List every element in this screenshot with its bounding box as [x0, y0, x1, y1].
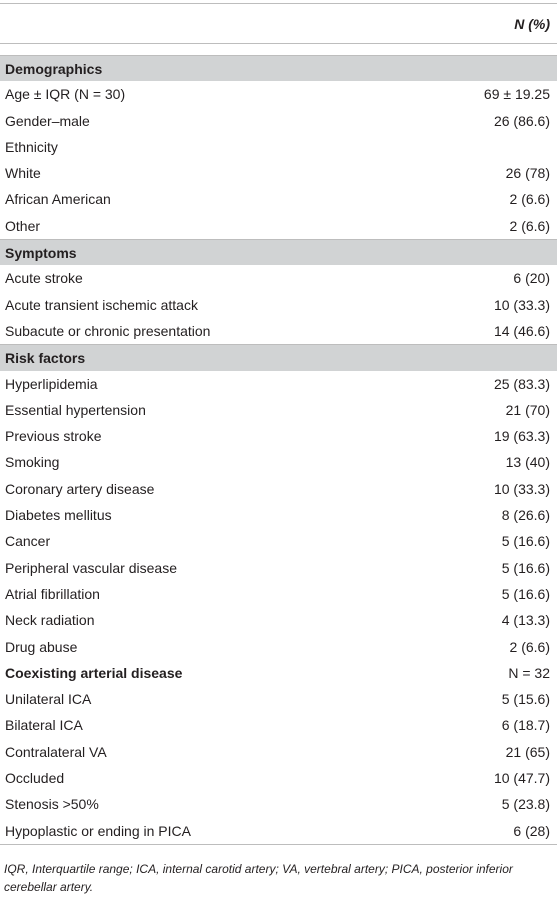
row-label: Demographics	[5, 61, 103, 77]
row-label: Acute transient ischemic attack	[5, 296, 198, 313]
row-value: 10 (47.7)	[493, 770, 550, 787]
row-value: 26 (86.6)	[493, 112, 550, 129]
table-body: Demographics Age ± IQR (N = 30) 69 ± 19.25…	[0, 55, 557, 845]
section-row: Symptoms	[0, 239, 557, 266]
row-label: Subacute or chronic presentation	[5, 322, 211, 339]
table-row: Diabetes mellitus 8 (26.6)	[0, 502, 557, 528]
row-value: 6 (28)	[513, 822, 550, 839]
row-value: 26 (78)	[505, 165, 550, 182]
row-label: Coexisting arterial disease	[5, 664, 183, 681]
row-value: 13 (40)	[505, 454, 550, 471]
row-label: Previous stroke	[5, 428, 102, 445]
table-row: Occluded 10 (47.7)	[0, 765, 557, 791]
row-label: Occluded	[5, 770, 65, 787]
row-label: Cancer	[5, 533, 51, 550]
row-value: 2 (6.6)	[509, 638, 550, 655]
row-label: African American	[5, 191, 111, 208]
row-label: Contralateral VA	[5, 743, 107, 760]
row-value: 21 (70)	[505, 401, 550, 418]
table-header: N (%)	[0, 3, 557, 44]
row-value: 5 (16.6)	[501, 585, 550, 602]
row-value: 5 (16.6)	[501, 533, 550, 550]
table-row: Gender–male 26 (86.6)	[0, 108, 557, 134]
row-label: White	[5, 165, 41, 182]
table-row: Contralateral VA 21 (65)	[0, 739, 557, 765]
table-row: Neck radiation 4 (13.3)	[0, 607, 557, 633]
table-row: Peripheral vascular disease 5 (16.6)	[0, 555, 557, 581]
row-label: Bilateral ICA	[5, 717, 83, 734]
row-value: 5 (15.6)	[501, 691, 550, 708]
table-row: Drug abuse 2 (6.6)	[0, 634, 557, 660]
row-value: 8 (26.6)	[501, 507, 550, 524]
table-row: Atrial fibrillation 5 (16.6)	[0, 581, 557, 607]
table-row: Subacute or chronic presentation 14 (46.6…	[0, 318, 557, 344]
row-label: Coronary artery disease	[5, 480, 155, 497]
row-label: Unilateral ICA	[5, 691, 92, 708]
table-row: Bilateral ICA 6 (18.7)	[0, 712, 557, 738]
footnote: IQR, Interquartile range; ICA, internal …	[4, 862, 513, 894]
table-row: Ethnicity	[0, 134, 557, 160]
table-row: Coronary artery disease 10 (33.3)	[0, 476, 557, 502]
row-label: Gender–male	[5, 112, 90, 129]
row-value: 19 (63.3)	[493, 428, 550, 445]
row-value: 21 (65)	[505, 743, 550, 760]
row-value: 2 (6.6)	[509, 217, 550, 234]
table-row: Unilateral ICA 5 (15.6)	[0, 686, 557, 712]
table-row: Hypoplastic or ending in PICA 6 (28)	[0, 818, 557, 844]
row-value: 25 (83.3)	[493, 375, 550, 392]
row-label: Neck radiation	[5, 612, 95, 629]
row-value: 6 (20)	[513, 270, 550, 287]
table-row: Hyperlipidemia 25 (83.3)	[0, 371, 557, 397]
row-value: 5 (23.8)	[501, 796, 550, 813]
table-row: Acute transient ischemic attack 10 (33.3)	[0, 292, 557, 318]
table-row: Stenosis >50% 5 (23.8)	[0, 791, 557, 817]
row-label: Other	[5, 217, 41, 234]
row-label: Acute stroke	[5, 270, 83, 287]
row-value: 6 (18.7)	[501, 717, 550, 734]
table-row: Acute stroke 6 (20)	[0, 265, 557, 291]
table-row: Other 2 (6.6)	[0, 213, 557, 239]
section-row: Risk factors	[0, 344, 557, 371]
row-label: Hypoplastic or ending in PICA	[5, 822, 191, 839]
row-value: N = 32	[508, 664, 550, 681]
table-row: White 26 (78)	[0, 160, 557, 186]
section-row: Demographics	[0, 55, 557, 82]
row-label: Essential hypertension	[5, 401, 146, 418]
row-value: 14 (46.6)	[493, 322, 550, 339]
row-label: Symptoms	[5, 245, 77, 262]
row-label: Atrial fibrillation	[5, 585, 100, 602]
row-value: 69 ± 19.25	[483, 86, 550, 103]
table-row: Previous stroke 19 (63.3)	[0, 423, 557, 449]
row-label: Peripheral vascular disease	[5, 559, 177, 576]
table-row: Age ± IQR (N = 30) 69 ± 19.25	[0, 81, 557, 107]
row-value: 4 (13.3)	[501, 612, 550, 629]
column-header: N (%)	[514, 16, 550, 32]
table-row: Smoking 13 (40)	[0, 449, 557, 475]
row-label: Stenosis >50%	[5, 796, 99, 813]
table-row: African American 2 (6.6)	[0, 186, 557, 212]
row-label: Smoking	[5, 454, 60, 471]
table-row: Essential hypertension 21 (70)	[0, 397, 557, 423]
row-value: 10 (33.3)	[493, 296, 550, 313]
row-label: Diabetes mellitus	[5, 507, 112, 524]
row-label: Risk factors	[5, 350, 86, 367]
row-label: Drug abuse	[5, 638, 78, 655]
table-row: Cancer 5 (16.6)	[0, 528, 557, 554]
row-label: Hyperlipidemia	[5, 375, 98, 392]
row-value: 5 (16.6)	[501, 559, 550, 576]
row-value: 2 (6.6)	[509, 191, 550, 208]
row-label: Ethnicity	[5, 138, 58, 155]
table-row: Coexisting arterial disease N = 32	[0, 660, 557, 686]
row-label: Age ± IQR (N = 30)	[5, 86, 126, 103]
row-value: 10 (33.3)	[493, 480, 550, 497]
